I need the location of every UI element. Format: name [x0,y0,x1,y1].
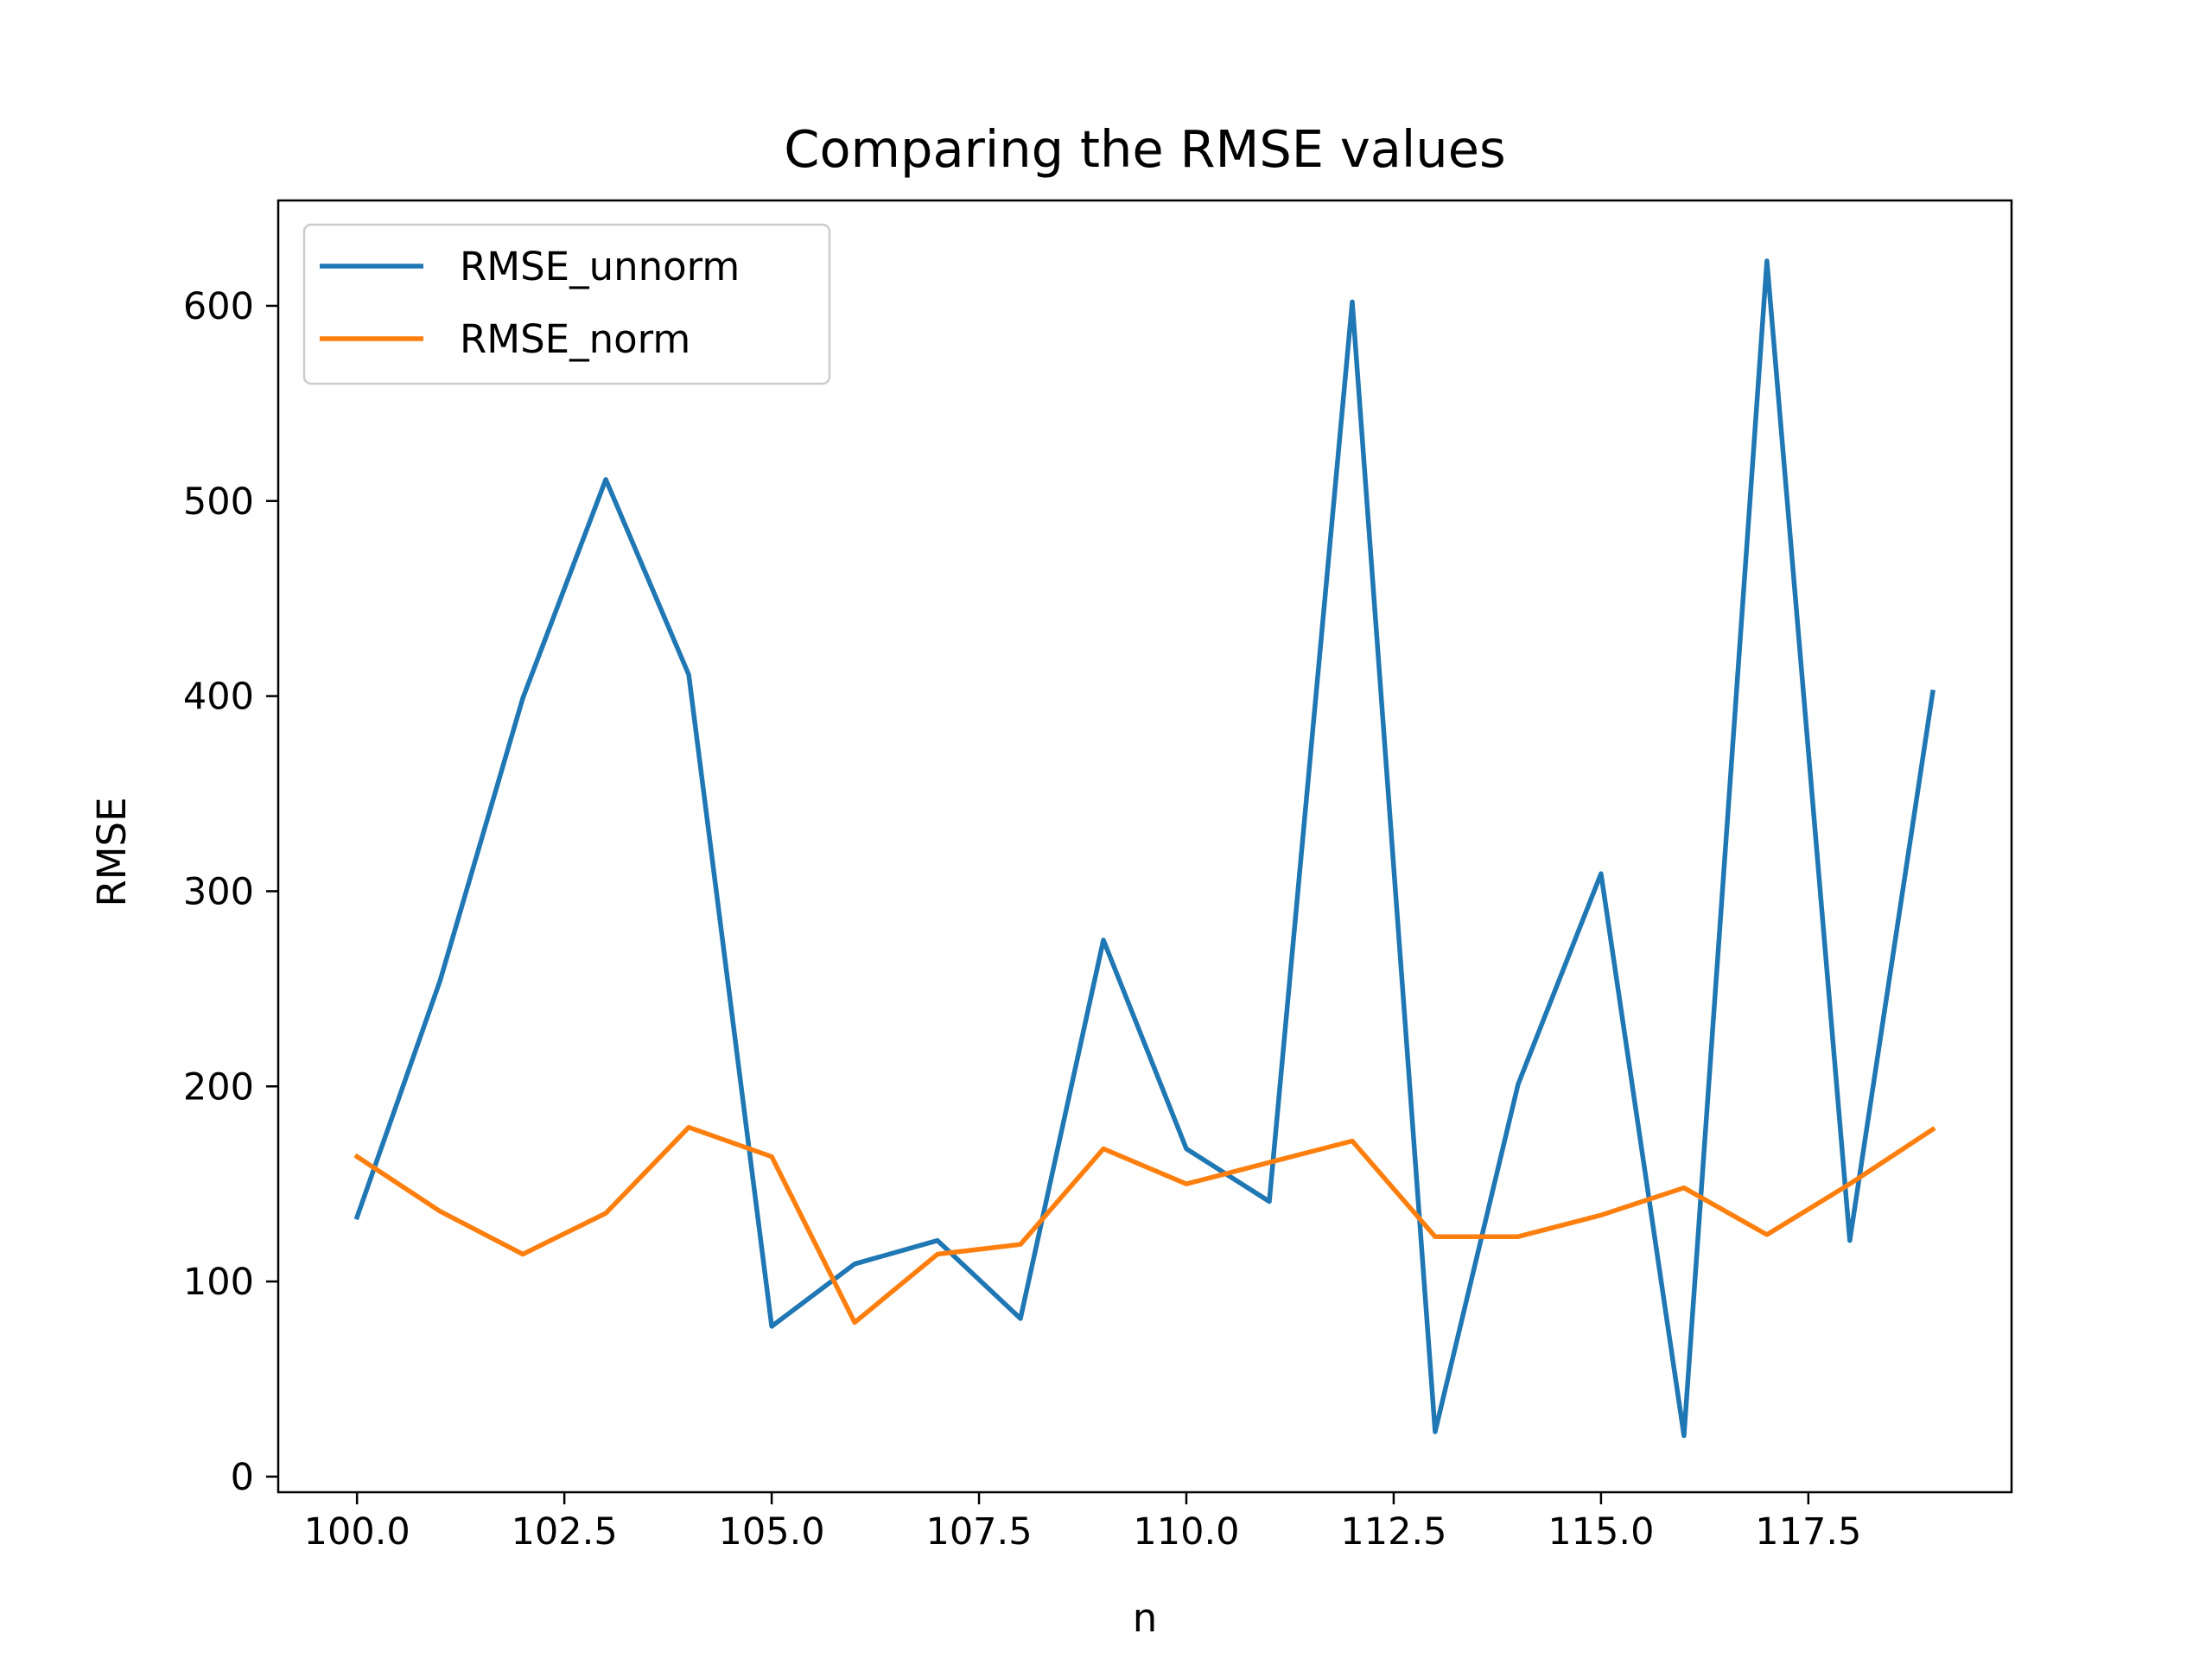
y-axis-label: RMSE [89,797,135,906]
x-tick-label: 117.5 [1755,1510,1861,1554]
x-axis: 100.0 102.5 105.0 107.5 110.0 112.5 115.0 117.5 [304,1492,1861,1554]
y-axis: 0 100 200 300 400 500 600 [183,285,278,1499]
x-tick-label: 110.0 [1133,1510,1239,1554]
x-tick-label: 112.5 [1340,1510,1446,1554]
legend-label-RMSE_norm: RMSE_norm [460,316,690,362]
series-line-RMSE_norm [353,1124,1936,1325]
y-tick-label: 400 [183,676,254,719]
y-tick-label: 0 [231,1456,254,1499]
x-tick-label: 107.5 [925,1510,1032,1554]
x-tick-label: 100.0 [304,1510,410,1554]
series-layer [353,258,1936,1439]
x-tick-label: 102.5 [512,1510,618,1554]
legend-box [302,223,831,385]
series-line-RMSE_unnorm [353,258,1936,1439]
y-tick-label: 300 [183,870,254,913]
x-tick-label: 115.0 [1548,1510,1654,1554]
chart-title: Comparing the RMSE values [784,119,1505,179]
y-tick-label: 200 [183,1065,254,1109]
y-tick-label: 600 [183,285,254,328]
y-tick-label: 100 [183,1261,254,1304]
plot-area-frame [276,199,2013,1494]
legend: RMSE_unnorm RMSE_norm [302,223,831,385]
y-tick-label: 500 [183,480,254,524]
x-axis-label: n [1133,1595,1158,1641]
legend-label-RMSE_unnorm: RMSE_unnorm [460,244,740,289]
x-tick-label: 105.0 [719,1510,825,1554]
